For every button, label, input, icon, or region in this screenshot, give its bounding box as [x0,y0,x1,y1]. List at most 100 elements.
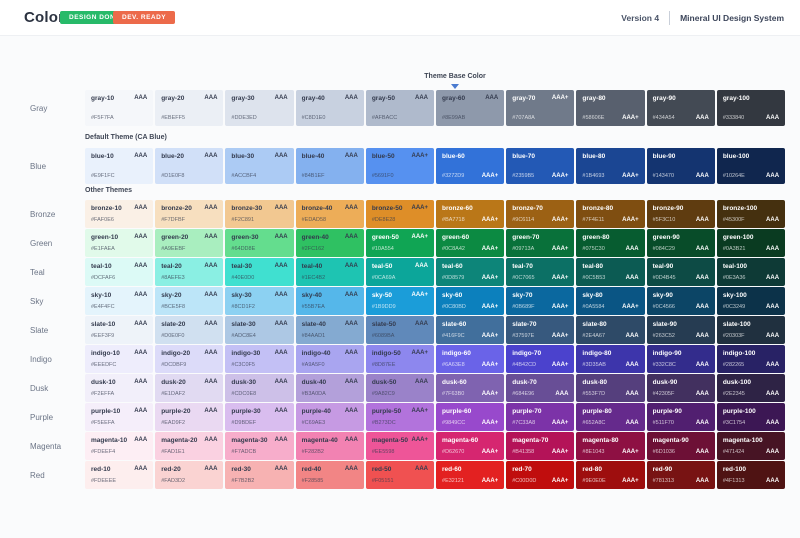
swatch-teal-10[interactable]: teal-10 AAA #DCFAF6 [85,258,154,286]
swatch-gray-20[interactable]: gray-20 AAA #EBEFF5 [155,90,224,126]
swatch-magenta-80[interactable]: magenta-80 AAA+ #8E1043 [576,432,645,460]
swatch-blue-40[interactable]: blue-40 AAA #84B1EF [295,148,364,184]
swatch-teal-30[interactable]: teal-30 AAA #40E0D0 [225,258,294,286]
swatch-blue-100[interactable]: blue-100 AAA #10264E [716,148,786,184]
swatch-sky-50[interactable]: sky-50 AAA+ #1B9DD9 [365,287,435,315]
swatch-bronze-40[interactable]: bronze-40 AAA #EDAD58 [295,200,364,228]
swatch-sky-10[interactable]: sky-10 AAA #E4F4FC [85,287,154,315]
swatch-dusk-30[interactable]: dusk-30 AAA #CDC0E8 [225,374,294,402]
swatch-magenta-50[interactable]: magenta-50 AAA+ #EE5598 [365,432,435,460]
swatch-bronze-30[interactable]: bronze-30 AAA #F2C891 [225,200,294,228]
swatch-dusk-60[interactable]: dusk-60 AAA+ #7F63B0 [436,374,505,402]
swatch-green-100[interactable]: green-100 AAA #0A3B21 [716,229,786,257]
swatch-purple-50[interactable]: purple-50 AAA+ #B273DC [365,403,435,431]
swatch-green-30[interactable]: green-30 AAA #64DD8E [225,229,294,257]
swatch-blue-10[interactable]: blue-10 AAA #E9F1FC [85,148,154,184]
swatch-blue-80[interactable]: blue-80 AAA+ #1B4693 [576,148,645,184]
swatch-slate-40[interactable]: slate-40 AAA #84AAD1 [295,316,364,344]
swatch-magenta-90[interactable]: magenta-90 AAA #6D1036 [646,432,715,460]
swatch-gray-100[interactable]: gray-100 AAA #333840 [716,90,786,126]
swatch-green-40[interactable]: green-40 AAA #2FC162 [295,229,364,257]
swatch-bronze-70[interactable]: bronze-70 AAA+ #9C6114 [506,200,575,228]
swatch-bronze-100[interactable]: bronze-100 AAA #45300F [716,200,786,228]
swatch-indigo-10[interactable]: indigo-10 AAA #EEEDFC [85,345,154,373]
swatch-green-70[interactable]: green-70 AAA+ #09713A [506,229,575,257]
swatch-green-50[interactable]: green-50 AAA+ #10A554 [365,229,435,257]
swatch-bronze-60[interactable]: bronze-60 AAA+ #BA7718 [436,200,505,228]
swatch-green-80[interactable]: green-80 AAA #075C30 [576,229,645,257]
swatch-indigo-40[interactable]: indigo-40 AAA #A9A5F0 [295,345,364,373]
swatch-slate-20[interactable]: slate-20 AAA #D0E0F0 [155,316,224,344]
swatch-indigo-50[interactable]: indigo-50 AAA+ #8D87EE [365,345,435,373]
swatch-sky-70[interactable]: sky-70 AAA+ #0B689F [506,287,575,315]
swatch-red-40[interactable]: red-40 AAA #F28585 [295,461,364,489]
swatch-green-60[interactable]: green-60 AAA+ #0C8A42 [436,229,505,257]
swatch-gray-10[interactable]: gray-10 AAA #F5F7FA [85,90,154,126]
swatch-indigo-100[interactable]: indigo-100 AAA #282265 [716,345,786,373]
swatch-teal-50[interactable]: teal-50 AAA #0CA69A [365,258,435,286]
swatch-teal-80[interactable]: teal-80 AAA #0C5B53 [576,258,645,286]
swatch-slate-70[interactable]: slate-70 AAA+ #37597E [506,316,575,344]
swatch-indigo-60[interactable]: indigo-60 AAA+ #6A63E8 [436,345,505,373]
swatch-magenta-30[interactable]: magenta-30 AAA #F7ADCB [225,432,294,460]
swatch-blue-60[interactable]: blue-60 AAA+ #3272D9 [436,148,505,184]
swatch-purple-80[interactable]: purple-80 AAA #652A8C [576,403,645,431]
swatch-red-70[interactable]: red-70 AAA+ #C00D0D [506,461,575,489]
swatch-gray-70[interactable]: gray-70 AAA+ #707A8A [506,90,575,126]
swatch-sky-20[interactable]: sky-20 AAA #BCE5F8 [155,287,224,315]
swatch-dusk-40[interactable]: dusk-40 AAA #B3A0DA [295,374,364,402]
swatch-red-60[interactable]: red-60 AAA+ #E32121 [436,461,505,489]
swatch-teal-70[interactable]: teal-70 AAA+ #0C7065 [506,258,575,286]
swatch-indigo-80[interactable]: indigo-80 AAA #3D35AB [576,345,645,373]
swatch-bronze-20[interactable]: bronze-20 AAA #F7DFBF [155,200,224,228]
swatch-gray-60[interactable]: gray-60 AAA #8E99AB [436,90,505,126]
swatch-bronze-90[interactable]: bronze-90 AAA #5F3C10 [646,200,715,228]
swatch-blue-50[interactable]: blue-50 AAA+ #5691F0 [365,148,435,184]
swatch-purple-70[interactable]: purple-70 AAA+ #7C33A8 [506,403,575,431]
swatch-dusk-10[interactable]: dusk-10 AAA #F2EFFA [85,374,154,402]
swatch-slate-50[interactable]: slate-50 AAA #6089BA [365,316,435,344]
swatch-magenta-60[interactable]: magenta-60 AAA+ #D62670 [436,432,505,460]
swatch-blue-20[interactable]: blue-20 AAA #D1E0F8 [155,148,224,184]
swatch-teal-90[interactable]: teal-90 AAA #0D4B45 [646,258,715,286]
swatch-sky-90[interactable]: sky-90 AAA #0C4566 [646,287,715,315]
swatch-gray-30[interactable]: gray-30 AAA #DDE3ED [225,90,294,126]
swatch-sky-80[interactable]: sky-80 AAA+ #0A5584 [576,287,645,315]
swatch-blue-90[interactable]: blue-90 AAA #143470 [646,148,715,184]
swatch-dusk-100[interactable]: dusk-100 AAA #2E2345 [716,374,786,402]
swatch-dusk-70[interactable]: dusk-70 AAA #684E96 [506,374,575,402]
swatch-slate-100[interactable]: slate-100 AAA #20303F [716,316,786,344]
swatch-sky-40[interactable]: sky-40 AAA #55B7EA [295,287,364,315]
swatch-blue-70[interactable]: blue-70 AAA+ #2359B5 [506,148,575,184]
swatch-red-100[interactable]: red-100 AAA #4F1313 [716,461,786,489]
swatch-dusk-50[interactable]: dusk-50 AAA #9A82C9 [365,374,435,402]
swatch-green-20[interactable]: green-20 AAA #A9EEBF [155,229,224,257]
swatch-green-90[interactable]: green-90 AAA #084C29 [646,229,715,257]
swatch-green-10[interactable]: green-10 AAA #E1FAEA [85,229,154,257]
swatch-slate-10[interactable]: slate-10 AAA #EEF3F9 [85,316,154,344]
swatch-dusk-80[interactable]: dusk-80 AAA #553F7D [576,374,645,402]
swatch-purple-100[interactable]: purple-100 AAA #3C1754 [716,403,786,431]
swatch-sky-30[interactable]: sky-30 AAA #8CD1F2 [225,287,294,315]
swatch-purple-30[interactable]: purple-30 AAA #D9BDEF [225,403,294,431]
swatch-blue-30[interactable]: blue-30 AAA #ACCBF4 [225,148,294,184]
swatch-magenta-10[interactable]: magenta-10 AAA #FDEEF4 [85,432,154,460]
swatch-indigo-20[interactable]: indigo-20 AAA #DCDBF9 [155,345,224,373]
swatch-gray-80[interactable]: gray-80 AAA+ #58606E [576,90,645,126]
swatch-purple-20[interactable]: purple-20 AAA #EAD9F2 [155,403,224,431]
swatch-teal-60[interactable]: teal-60 AAA+ #0D8579 [436,258,505,286]
swatch-gray-90[interactable]: gray-90 AAA #434A54 [646,90,715,126]
swatch-slate-30[interactable]: slate-30 AAA #ADC8E4 [225,316,294,344]
swatch-red-30[interactable]: red-30 AAA #F7B2B2 [225,461,294,489]
swatch-teal-40[interactable]: teal-40 AAA #1EC4B2 [295,258,364,286]
swatch-slate-90[interactable]: slate-90 AAA #263C52 [646,316,715,344]
swatch-purple-10[interactable]: purple-10 AAA #F5EEFA [85,403,154,431]
swatch-red-90[interactable]: red-90 AAA #781313 [646,461,715,489]
swatch-purple-40[interactable]: purple-40 AAA #C69AE3 [295,403,364,431]
swatch-red-10[interactable]: red-10 AAA #FDEEEE [85,461,154,489]
swatch-dusk-90[interactable]: dusk-90 AAA #42305F [646,374,715,402]
swatch-purple-60[interactable]: purple-60 AAA+ #9849CC [436,403,505,431]
swatch-teal-20[interactable]: teal-20 AAA #8AEFE3 [155,258,224,286]
swatch-dusk-20[interactable]: dusk-20 AAA #E1DAF2 [155,374,224,402]
swatch-gray-50[interactable]: gray-50 AAA #AFBACC [365,90,435,126]
